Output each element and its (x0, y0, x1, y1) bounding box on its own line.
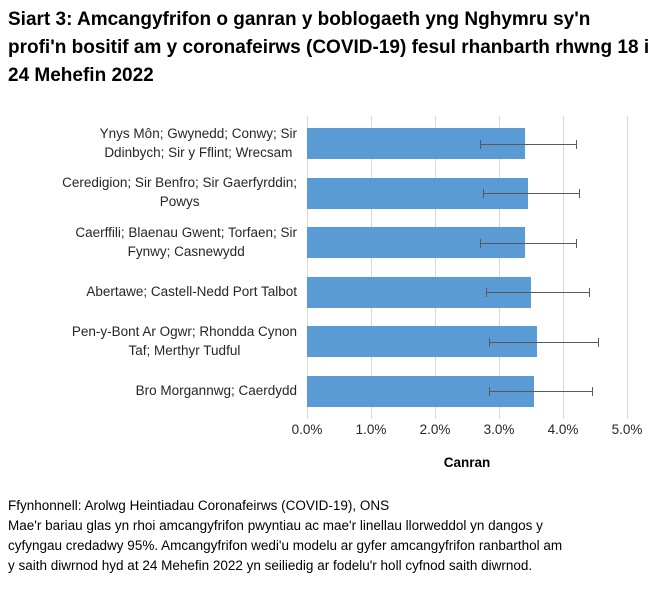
x-tick-label: 1.0% (355, 422, 387, 437)
error-bar-cap-low (483, 189, 484, 198)
gridline (627, 116, 628, 413)
error-bar-line (479, 242, 576, 244)
error-bar-cap-low (479, 139, 481, 149)
x-tick-label: 2.0% (419, 422, 451, 437)
error-bar-line (489, 391, 592, 392)
gridline (435, 116, 436, 413)
source-line: Ffynhonnell: Arolwg Heintiadau Coronafei… (8, 498, 390, 513)
error-bar-line (489, 341, 599, 343)
chart-title: Siart 3: Amcangyfrifon o ganran y boblog… (8, 9, 650, 86)
footer: Ffynhonnell: Arolwg Heintiadau Coronafei… (8, 496, 656, 576)
category-label: Ceredigion; Sir Benfro; Sir Gaerfyrddin;… (62, 175, 297, 209)
x-tick-label: 0.0% (291, 422, 323, 437)
category-label: Bro Morgannwg; Caerdydd (135, 382, 297, 398)
error-bar-cap-high (591, 387, 593, 396)
error-bar-line (479, 143, 576, 145)
plot-area: 0.0% 1.0% 2.0% 3.0% 4.0% 5.0% Ynys Môn; Gwyned… (62, 116, 643, 437)
gridline (499, 116, 500, 413)
x-axis-title: Canran (443, 455, 491, 470)
gridline (371, 116, 372, 413)
error-bar-line (483, 193, 579, 194)
x-tick-label: 5.0% (611, 422, 643, 437)
error-bar-cap-high (588, 288, 590, 297)
error-bar-cap-high (575, 238, 577, 248)
error-bar-cap-high (575, 139, 577, 149)
gridline (307, 116, 308, 413)
x-tickmark (307, 413, 308, 419)
footnote: Mae'r bariau glas yn rhoi amcangyfrifon … (8, 518, 563, 573)
error-bar-line (486, 292, 589, 293)
x-tickmark (499, 413, 500, 419)
category-label: Ynys Môn; Gwynedd; Conwy; Sir Ddinbych; … (99, 125, 297, 160)
x-tickmark (435, 413, 436, 419)
x-tickmark (627, 413, 628, 419)
x-tickmark (563, 413, 564, 419)
x-tickmark (371, 413, 372, 419)
error-bar-cap-high (598, 337, 600, 347)
gridline (563, 116, 564, 413)
category-label: Abertawe; Castell-Nedd Port Talbot (86, 283, 297, 299)
category-label: Caerffili; Blaenau Gwent; Torfaen; Sir F… (75, 224, 297, 259)
category-label: Pen-y-Bont Ar Ogwr; Rhondda Cynon Taf; M… (71, 323, 297, 358)
error-bar-cap-low (479, 238, 481, 248)
x-tick-label: 3.0% (483, 422, 515, 437)
error-bar-cap-low (489, 387, 491, 396)
error-bar-cap-low (489, 337, 491, 347)
x-tick-label: 4.0% (547, 422, 579, 437)
error-bar-cap-low (486, 288, 488, 297)
error-bar-cap-high (579, 189, 580, 198)
